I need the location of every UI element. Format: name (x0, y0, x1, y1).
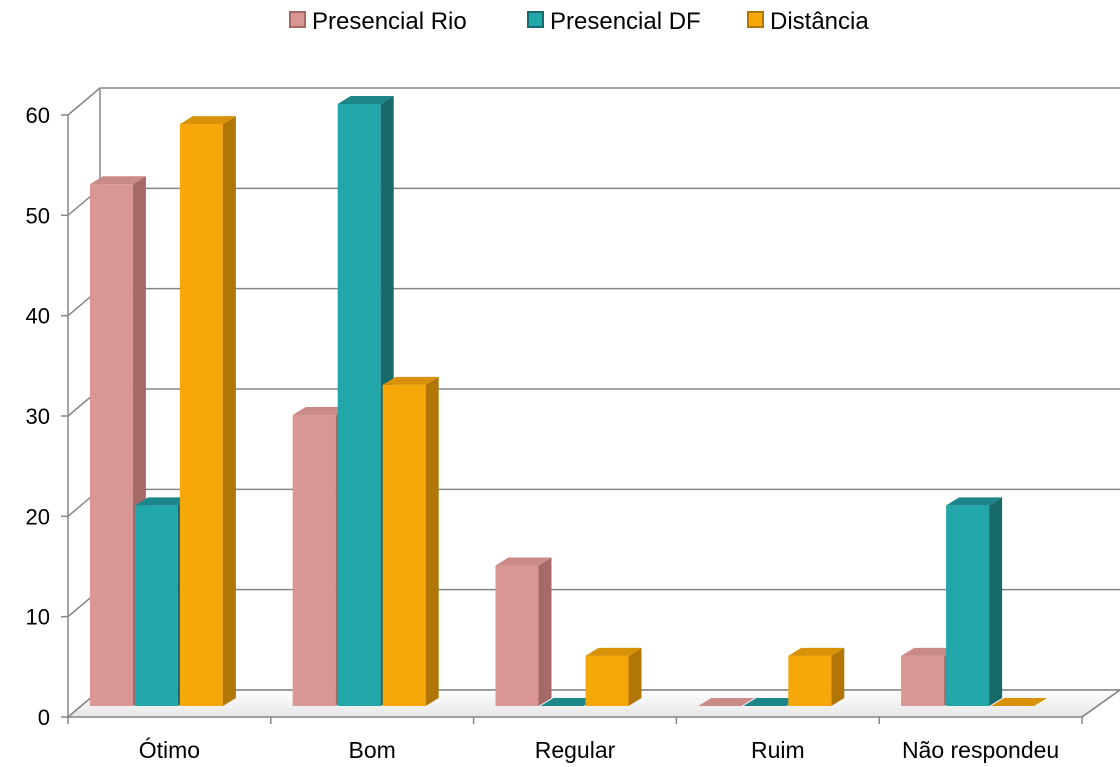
y-tick-label: 10 (26, 605, 50, 630)
bar-distancia-bom (382, 376, 439, 706)
x-category-label: Ruim (751, 737, 805, 763)
legend-item-presencial-rio: Presencial Rio (289, 8, 467, 35)
x-category-label: Regular (535, 737, 616, 763)
legend-swatch (527, 11, 544, 28)
legend-item-presencial-df: Presencial DF (527, 8, 701, 35)
bar-distancia-regular (585, 647, 642, 706)
bar-presencial-df-regular (540, 698, 597, 706)
bar-distancia-otimo (179, 116, 236, 707)
y-tick-label: 50 (26, 203, 50, 228)
y-tick-label: 30 (26, 404, 50, 429)
legend-label: Presencial DF (550, 8, 701, 35)
x-category-label: Não respondeu (902, 737, 1059, 763)
y-tick-label: 40 (26, 304, 50, 329)
bar-distancia-ruim (788, 647, 845, 706)
legend-label: Distância (770, 8, 869, 35)
y-tick-label: 0 (38, 705, 50, 730)
chart-legend: Presencial Rio Presencial DF Distância (289, 8, 869, 35)
bar-distancia-nao-respondeu (991, 698, 1048, 706)
legend-swatch (747, 11, 764, 28)
x-category-label: Ótimo (139, 737, 200, 763)
legend-item-distancia: Distância (747, 8, 869, 35)
x-axis: Ótimo Bom Regular Ruim Não respondeu (67, 717, 1083, 763)
bars (89, 96, 1048, 707)
gridline (67, 87, 1120, 116)
y-axis: 0 10 20 30 40 50 60 (26, 103, 68, 730)
x-category-label: Bom (349, 737, 396, 763)
legend-swatch (289, 11, 306, 28)
y-tick-label: 20 (26, 504, 50, 529)
bar-presencial-rio-otimo (89, 176, 146, 706)
y-tick-label: 60 (26, 103, 50, 128)
bar-presencial-df-ruim (743, 698, 800, 706)
legend-label: Presencial Rio (312, 8, 467, 35)
bar-presencial-df-nao-respondeu (946, 497, 1003, 706)
bar-presencial-rio-regular (495, 557, 552, 706)
bar-presencial-rio-ruim (698, 698, 755, 706)
